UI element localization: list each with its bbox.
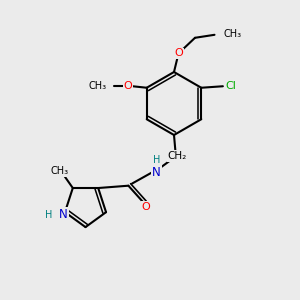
Text: CH₃: CH₃ [224,29,242,39]
Text: CH₂: CH₂ [167,151,187,161]
Text: O: O [124,81,133,91]
Text: H: H [45,210,52,220]
Text: H: H [153,155,160,165]
Text: CH₃: CH₃ [51,166,69,176]
Text: O: O [141,202,150,212]
Text: Cl: Cl [225,81,236,91]
Text: N: N [59,208,68,221]
Text: O: O [174,48,183,59]
Text: N: N [152,166,161,179]
Text: CH₃: CH₃ [88,81,106,91]
